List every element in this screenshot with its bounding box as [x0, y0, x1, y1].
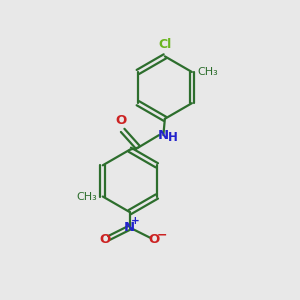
Text: Cl: Cl	[158, 38, 172, 51]
Text: −: −	[157, 229, 167, 242]
Text: N: N	[124, 221, 135, 234]
Text: CH₃: CH₃	[198, 67, 219, 77]
Text: +: +	[131, 216, 140, 226]
Text: N: N	[158, 129, 169, 142]
Text: CH₃: CH₃	[76, 191, 97, 202]
Text: O: O	[100, 233, 111, 246]
Text: O: O	[116, 114, 127, 127]
Text: O: O	[148, 233, 160, 246]
Text: H: H	[168, 131, 178, 144]
